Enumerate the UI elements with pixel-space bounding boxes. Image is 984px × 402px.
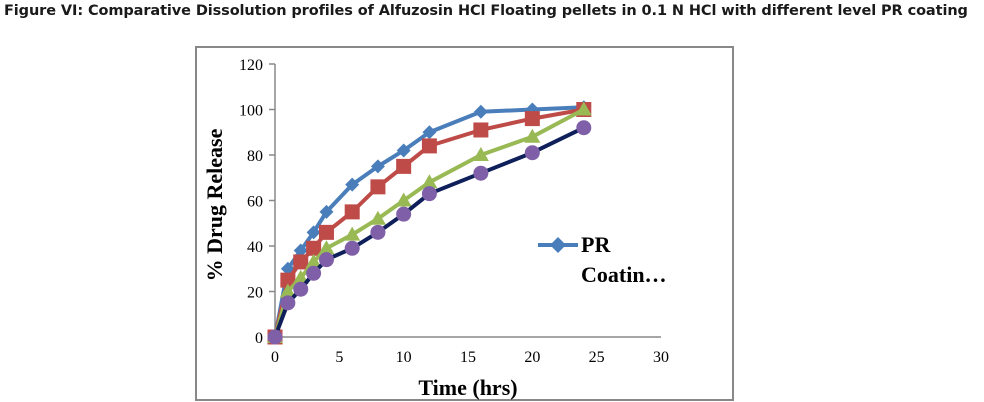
x-tick-label: 5 <box>335 349 343 366</box>
data-point-square <box>293 254 309 270</box>
data-point-triangle <box>292 269 309 284</box>
data-point-circle <box>306 265 322 281</box>
y-tick-label: 100 <box>239 103 263 120</box>
data-point-triangle <box>421 174 438 189</box>
data-point-square <box>524 111 540 127</box>
data-point-circle <box>293 281 309 297</box>
series-1 <box>268 100 591 344</box>
chart-frame <box>195 46 734 401</box>
data-point-circle <box>344 240 360 256</box>
data-point-square <box>318 224 334 240</box>
axes: 0 20 40 60 80 100 120 0 5 10 15 20 25 30 <box>239 57 669 366</box>
figure-title: Figure VI: Comparative Dissolution profi… <box>4 3 968 19</box>
data-point-triangle <box>305 253 322 268</box>
x-tick-label: 15 <box>460 349 476 366</box>
y-tick-label: 60 <box>247 194 263 211</box>
data-point-square <box>344 204 360 220</box>
data-point-triangle <box>395 192 412 207</box>
data-point-square <box>421 138 437 154</box>
x-tick-label: 20 <box>524 349 540 366</box>
y-tick-label: 120 <box>239 57 263 74</box>
x-axis-label: Time (hrs) <box>418 375 517 400</box>
data-point-circle <box>421 186 437 202</box>
data-point-circle <box>318 252 334 268</box>
data-point-triangle <box>575 101 592 116</box>
y-axis-label: % Drug Release <box>202 128 227 281</box>
data-point-diamond <box>422 125 437 140</box>
y-tick-label: 80 <box>247 148 263 165</box>
data-point-square <box>280 272 296 288</box>
data-point-square <box>306 240 322 256</box>
legend-label-line2: Coatin… <box>581 262 667 287</box>
x-tick-label: 25 <box>589 349 605 366</box>
data-point-circle <box>280 295 296 311</box>
data-point-diamond <box>293 243 308 258</box>
data-point-circle <box>524 145 540 161</box>
data-point-circle <box>576 120 592 136</box>
data-point-circle <box>267 329 283 345</box>
x-tick-label: 10 <box>396 349 412 366</box>
y-tick-label: 20 <box>247 285 263 302</box>
data-point-square <box>473 122 489 138</box>
legend-label-line1: PR <box>581 232 611 257</box>
y-tick-label: 0 <box>255 330 263 347</box>
data-point-diamond <box>396 143 411 158</box>
data-point-triangle <box>318 240 335 255</box>
data-point-square <box>396 158 412 174</box>
legend-diamond-icon <box>550 237 566 253</box>
legend: PR Coatin… <box>538 232 667 287</box>
x-tick-label: 30 <box>653 349 669 366</box>
data-point-circle <box>370 224 386 240</box>
data-point-square <box>370 179 386 195</box>
series-4 <box>267 120 592 345</box>
data-point-diamond <box>370 159 385 174</box>
data-point-diamond <box>473 104 488 119</box>
plot-area <box>267 100 592 345</box>
data-point-triangle <box>369 210 386 225</box>
y-tick-label: 40 <box>247 239 263 256</box>
series-3 <box>267 101 592 343</box>
data-point-circle <box>396 206 412 222</box>
data-point-triangle <box>472 147 489 161</box>
data-point-diamond <box>319 204 334 219</box>
x-tick-label: 0 <box>271 349 279 366</box>
data-point-triangle <box>279 283 296 298</box>
data-point-circle <box>473 165 489 181</box>
data-point-diamond <box>345 177 360 192</box>
data-point-triangle <box>524 128 541 143</box>
data-point-triangle <box>344 226 361 241</box>
data-point-diamond <box>306 225 321 240</box>
